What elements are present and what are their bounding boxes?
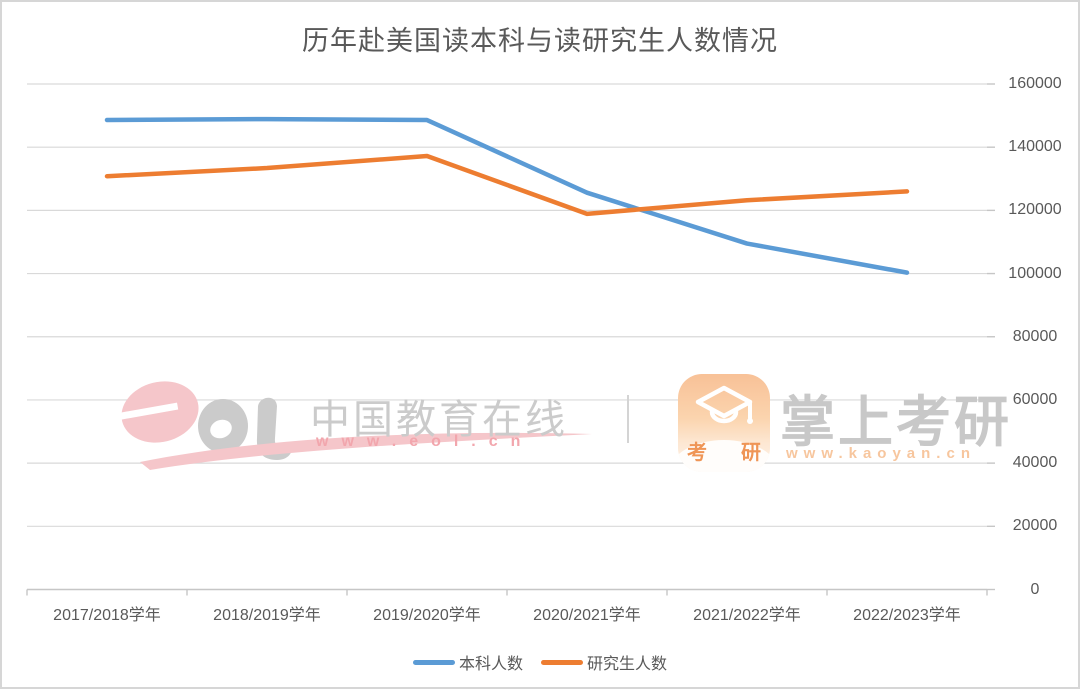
watermark-divider <box>627 395 629 443</box>
x-axis-label: 2018/2019学年 <box>213 607 321 624</box>
y-axis-label: 160000 <box>1008 75 1062 92</box>
series-line-graduate <box>104 153 910 217</box>
y-axis-label: 20000 <box>1012 517 1058 535</box>
legend-marker-graduate <box>541 659 583 665</box>
y-axis-label: 120000 <box>1008 201 1062 219</box>
x-axis-label: 2019/2020学年 <box>373 607 481 624</box>
legend-label: 研究生人数 <box>587 656 668 673</box>
series-line-undergrad <box>104 116 910 275</box>
legend-label: 本科人数 <box>458 656 523 673</box>
y-axis-label: 100000 <box>1008 264 1062 282</box>
legend-marker-undergrad <box>412 659 455 665</box>
y-axis-label: 60000 <box>1012 390 1058 408</box>
y-axis-label: 40000 <box>1012 454 1058 472</box>
y-axis-label: 0 <box>1030 580 1040 598</box>
x-axis-label: 2020/2021学年 <box>533 607 641 624</box>
legend: 本科人数 研究生人数 <box>2 650 1078 674</box>
y-axis-label: 140000 <box>1008 138 1062 156</box>
legend-item-undergrad: 本科人数 <box>412 650 523 674</box>
x-axis-label: 2017/2018学年 <box>53 607 161 624</box>
chart-title: 历年赴美国读本科与读研究生人数情况 <box>302 26 778 56</box>
x-axis-label: 2022/2023学年 <box>853 607 961 624</box>
y-axis-label: 80000 <box>1012 327 1058 345</box>
legend-item-graduate: 研究生人数 <box>541 650 667 674</box>
x-axis-label: 2021/2022学年 <box>693 607 801 624</box>
